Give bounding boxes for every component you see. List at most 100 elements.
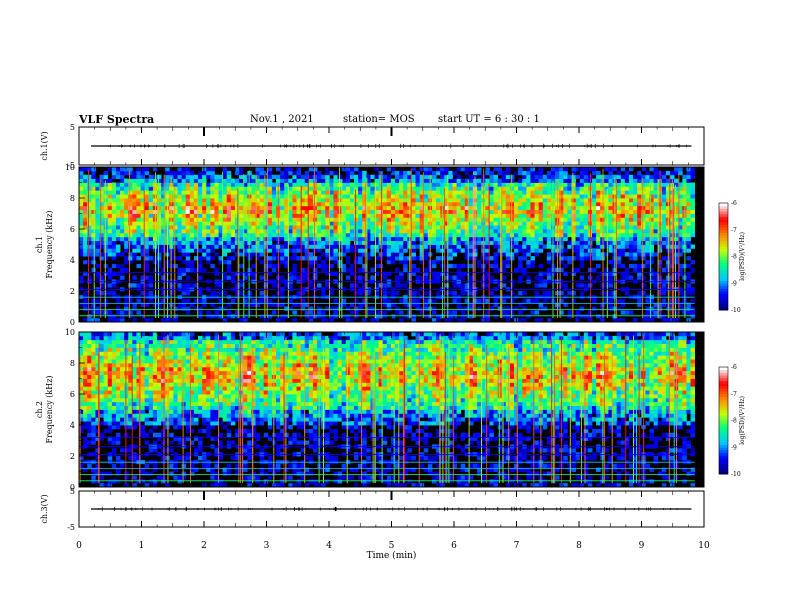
spectrogram-cell [456, 248, 462, 253]
spectrogram-cell [284, 213, 289, 218]
spectrogram-cell [608, 244, 613, 249]
spectrogram-cell [230, 244, 236, 249]
spectrogram-cell [99, 201, 105, 207]
spectrogram-cell [633, 248, 638, 253]
spectrogram-cell [181, 306, 187, 311]
spectrogram-cell [144, 252, 150, 257]
spectrogram-cell [292, 310, 297, 315]
spectrogram-cell [111, 205, 117, 211]
spectrogram-cell [243, 213, 248, 218]
spectrogram-cell [83, 205, 88, 211]
spectrogram-cell [107, 275, 113, 280]
colorbar-swatch [719, 221, 728, 225]
spectrogram-cell [79, 401, 84, 407]
spectrogram-cell [419, 174, 425, 180]
spectrogram-cell [317, 194, 322, 199]
spectrogram-cell [292, 240, 297, 245]
spectrogram-cell [538, 186, 544, 191]
spectrogram-cell [132, 225, 137, 230]
spectrogram-cell [263, 221, 269, 226]
spectrogram-cell [473, 170, 478, 176]
spectrogram-cell [284, 232, 289, 238]
spectrogram-cell [91, 413, 96, 418]
spectrogram-cell [575, 252, 581, 257]
spectrogram-cell [230, 209, 236, 214]
spectrogram-cell [177, 178, 182, 183]
spectrogram-cell [546, 240, 552, 245]
spectrogram-cell [263, 314, 269, 319]
spectrogram-cell [128, 190, 133, 195]
spectrogram-cell [366, 213, 371, 218]
spectrogram-cell [530, 213, 535, 218]
spectrogram-cell [641, 229, 646, 234]
spectrogram-cell [563, 170, 568, 176]
spectrogram-cell [489, 174, 494, 180]
spectrogram-cell [489, 263, 494, 269]
spectrogram-cell [292, 182, 297, 187]
spectrogram-cell [571, 248, 576, 253]
spectrogram-cell [612, 167, 618, 172]
spectrogram-cell [198, 198, 203, 203]
spectrogram-cell [431, 213, 437, 218]
spectrogram-cell [690, 174, 696, 180]
spectrogram-cell [173, 178, 178, 183]
spectrogram-cell [296, 170, 302, 176]
spectrogram-cell [103, 310, 109, 315]
spectrogram-cell [173, 186, 178, 191]
spectrogram-cell [317, 217, 322, 222]
spectrogram-cell [292, 209, 297, 214]
spectrogram-cell [477, 236, 482, 242]
spectrogram-cell [206, 244, 211, 249]
spectrogram-cell [592, 229, 597, 234]
spectrogram-cell [440, 170, 445, 176]
spectrogram-cell [563, 174, 568, 180]
spectrogram-cell [624, 194, 630, 199]
spectrogram-cell [152, 260, 158, 265]
spectrogram-cell [255, 201, 260, 207]
spectrogram-cell [79, 343, 84, 348]
spectrogram-cell [600, 190, 605, 195]
spectrogram-cell [686, 271, 691, 276]
spectrogram-cell [132, 209, 137, 214]
spectrogram-cell [559, 310, 564, 315]
spectrogram-cell [444, 225, 449, 230]
spectrogram-cell [152, 229, 158, 234]
spectrogram-cell [518, 244, 523, 249]
spectrogram-cell [518, 229, 523, 234]
spectrogram-cell [156, 225, 162, 230]
spectrogram-cell [423, 244, 429, 249]
spectrogram-cell [637, 213, 642, 218]
spectrogram-cell [399, 217, 404, 222]
spectrogram-cell [649, 314, 654, 319]
spectrogram-cell [218, 229, 224, 234]
spectrogram-cell [161, 291, 166, 296]
spectrogram-cell [534, 174, 540, 180]
spectrogram-cell [128, 298, 133, 304]
spectrogram-cell [600, 174, 605, 180]
spectrogram-cell [382, 248, 388, 253]
spectrogram-cell [83, 394, 88, 399]
spectrogram-cell [226, 201, 232, 207]
spectrogram-cell [686, 194, 691, 199]
spectrogram-cell [674, 190, 679, 195]
spectrogram-cell [284, 186, 289, 191]
spectrogram-cell [436, 248, 441, 253]
spectrogram-cell [144, 170, 150, 176]
spectrogram-cell [514, 213, 519, 218]
spectrogram-cell [600, 182, 605, 187]
spectrogram-cell [304, 194, 310, 199]
spectrogram-cell [686, 263, 691, 269]
spectrogram-cell [140, 229, 146, 234]
spectrogram-cell [390, 209, 396, 214]
spectrogram-cell [399, 186, 404, 191]
spectrogram-cell [111, 209, 117, 214]
spectrogram-cell [530, 298, 535, 304]
spectrogram-cell [534, 209, 540, 214]
spectrogram-cell [674, 167, 679, 172]
spectrogram-cell [637, 298, 642, 304]
spectrogram-cell [300, 240, 306, 245]
spectrogram-cell [288, 186, 293, 191]
spectrogram-cell [83, 232, 88, 238]
spectrogram-cell [514, 248, 519, 253]
spectrogram-cell [358, 213, 363, 218]
